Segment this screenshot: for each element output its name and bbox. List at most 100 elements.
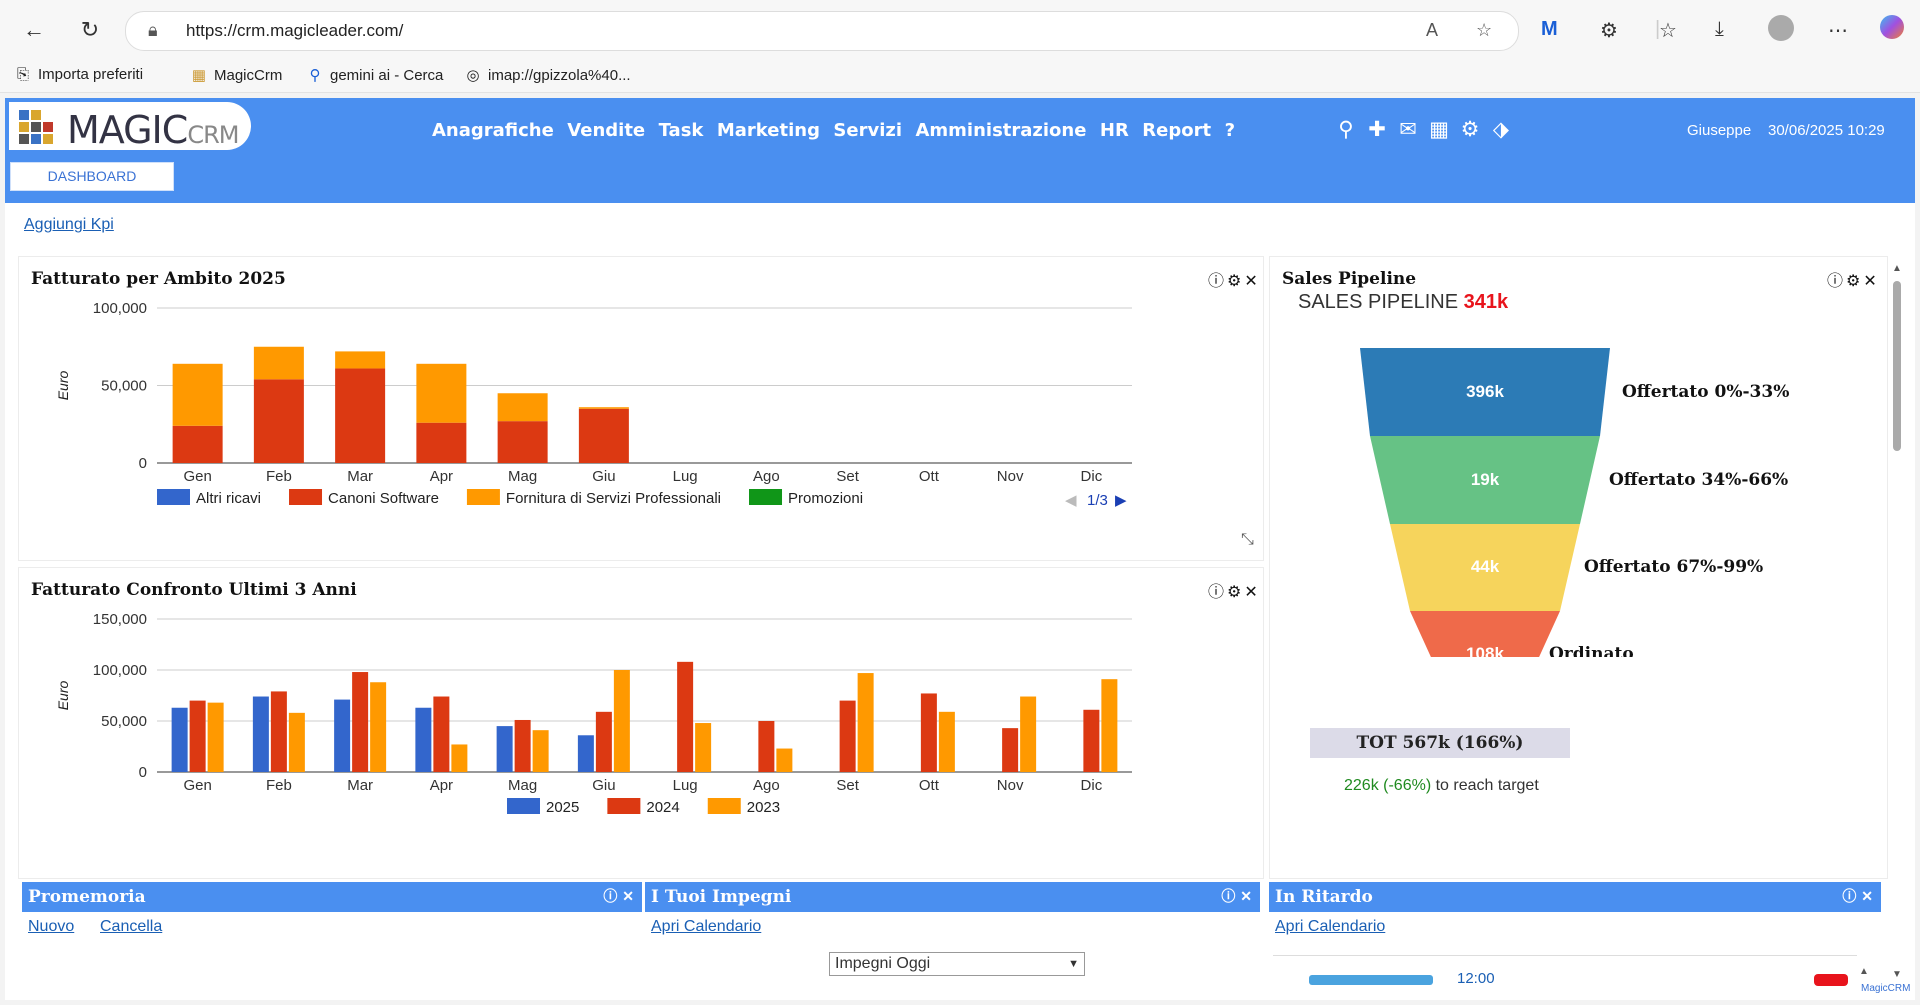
info-icon[interactable]: ⓘ: [1842, 889, 1857, 905]
magic-crm-logo[interactable]: MAGICCRM: [9, 102, 251, 152]
bar: [416, 422, 467, 463]
close-icon[interactable]: ✕: [1244, 273, 1258, 290]
menu-amministrazione[interactable]: Amministrazione: [915, 120, 1087, 141]
calendar-icon[interactable]: ▦: [1429, 118, 1449, 141]
late-item-bar[interactable]: [1309, 975, 1433, 985]
menu-report[interactable]: Report: [1142, 120, 1212, 141]
funnel-stage-4[interactable]: [1410, 611, 1560, 657]
plus-icon[interactable]: ✚: [1368, 118, 1386, 141]
read-aloud-icon[interactable]: A: [1426, 20, 1439, 40]
funnel-stage-2[interactable]: [1370, 436, 1600, 524]
x-tick-label: Mag: [508, 777, 537, 794]
x-tick-label: Lug: [673, 468, 698, 485]
page-scrollbar[interactable]: ▲ ▼: [1888, 263, 1906, 983]
x-tick-label: Giu: [592, 777, 615, 794]
funnel-label-1: Offertato 0%-33%: [1622, 382, 1789, 402]
x-tick-label: Nov: [997, 468, 1024, 485]
menu-hr[interactable]: HR: [1099, 120, 1129, 141]
x-tick-label: Apr: [430, 777, 453, 794]
info-icon[interactable]: ⓘ: [603, 889, 618, 905]
bar: [613, 670, 630, 772]
back-icon[interactable]: ←: [23, 17, 45, 42]
panel-controls: ⓘ ✕: [603, 882, 634, 912]
x-tick-label: Nov: [997, 777, 1024, 794]
close-icon[interactable]: ✕: [1240, 889, 1252, 905]
favorite-importa[interactable]: ⎘ Importa preferiti: [14, 66, 143, 83]
add-kpi-link[interactable]: Aggiungi Kpi: [24, 216, 114, 233]
reload-icon[interactable]: ↻: [80, 17, 100, 42]
download-icon[interactable]: ⤓: [1715, 18, 1724, 40]
close-icon[interactable]: ✕: [622, 889, 634, 905]
favorite-star-icon[interactable]: ☆: [1476, 20, 1493, 40]
funnel-value-3: 44k: [1471, 557, 1500, 576]
extensions-icon[interactable]: ⚙: [1600, 20, 1618, 42]
search-icon[interactable]: ⚲: [1338, 118, 1354, 141]
menu-vendite[interactable]: Vendite: [567, 120, 646, 141]
extension-malwarebytes-icon[interactable]: M: [1541, 18, 1558, 40]
info-icon[interactable]: ⓘ: [1208, 584, 1225, 601]
bar: [677, 661, 694, 772]
select-value: Impegni Oggi: [835, 955, 931, 972]
x-tick-label: Dic: [1081, 468, 1103, 485]
address-bar[interactable]: 🔒︎ https://crm.magicleader.com/ A ☆: [125, 11, 1519, 51]
funnel-stage-3[interactable]: [1390, 524, 1580, 611]
impegni-select[interactable]: Impegni Oggi ▼: [829, 952, 1085, 976]
bar: [920, 693, 937, 772]
bar: [451, 744, 468, 772]
info-icon[interactable]: ⓘ: [1208, 273, 1225, 290]
scroll-down-icon[interactable]: ▼: [1892, 969, 1902, 980]
close-icon[interactable]: ✕: [1244, 584, 1258, 601]
y-axis-label: Euro: [55, 371, 71, 401]
favorite-imap[interactable]: ◎ imap://gpizzola%40...: [464, 66, 630, 84]
menu-servizi[interactable]: Servizi: [833, 120, 903, 141]
gear-icon[interactable]: ⚙: [1227, 273, 1242, 290]
info-icon[interactable]: ⓘ: [1827, 273, 1844, 290]
y-tick-label: 100,000: [93, 300, 147, 317]
tab-dashboard[interactable]: DASHBOARD: [10, 162, 174, 191]
panel-header: Promemoria ⓘ ✕: [22, 882, 642, 912]
gear-icon[interactable]: ⚙: [1846, 273, 1861, 290]
open-calendar-link[interactable]: Apri Calendario: [1275, 918, 1386, 935]
open-calendar-link[interactable]: Apri Calendario: [651, 918, 762, 935]
user-name[interactable]: Giuseppe: [1687, 122, 1752, 139]
menu-help[interactable]: ?: [1224, 120, 1236, 141]
menu-task[interactable]: Task: [658, 120, 704, 141]
bar: [595, 711, 612, 772]
info-icon[interactable]: ⓘ: [1221, 889, 1236, 905]
logo-main: MAGIC: [67, 108, 188, 152]
legend-swatch: [289, 489, 323, 505]
gear-icon[interactable]: ⚙: [1227, 584, 1242, 601]
legend-swatch: [749, 489, 783, 505]
tag-icon[interactable]: ⬗: [1492, 118, 1510, 141]
delete-reminder-link[interactable]: Cancella: [100, 918, 163, 935]
menu-anagrafiche[interactable]: Anagrafiche: [432, 120, 554, 141]
favorites-icon[interactable]: ☆: [1659, 20, 1677, 42]
bar: [1083, 709, 1100, 772]
pipeline-heading-text: SALES PIPELINE: [1298, 291, 1459, 313]
profile-avatar[interactable]: [1768, 15, 1794, 41]
x-tick-label: Dic: [1081, 777, 1103, 794]
close-icon[interactable]: ✕: [1863, 273, 1877, 290]
funnel-stage-1[interactable]: [1360, 348, 1610, 436]
panel-header: In Ritardo ⓘ ✕: [1269, 882, 1881, 912]
pipeline-funnel: 396k 19k 44k 108k Offertato 0%-33% Offer…: [1360, 348, 1789, 657]
scrollbar-thumb[interactable]: [1893, 281, 1901, 451]
mail-icon[interactable]: ✉: [1399, 118, 1417, 141]
copilot-icon[interactable]: [1880, 15, 1904, 39]
close-icon[interactable]: ✕: [1861, 889, 1873, 905]
bar: [370, 682, 387, 772]
resize-icon[interactable]: ⤡: [1241, 531, 1254, 548]
more-icon[interactable]: ⋯: [1828, 20, 1848, 42]
favorite-gemini[interactable]: ⚲ gemini ai - Cerca: [306, 66, 444, 84]
favorite-magiccrm[interactable]: ▦ MagicCrm: [190, 66, 282, 84]
gear-icon[interactable]: ⚙: [1460, 118, 1480, 141]
bar-chart-confronto: 150,000 100,000 50,000 0 Euro Gen Feb Mar Apr Mag…: [55, 611, 1132, 816]
favorites-bar: ⎘ Importa preferiti ▦ MagicCrm ⚲ gemini ai …: [0, 58, 1920, 93]
scroll-up-icon[interactable]: ▲: [1859, 966, 1869, 977]
menu-marketing[interactable]: Marketing: [716, 120, 820, 141]
scroll-up-icon[interactable]: ▲: [1892, 263, 1902, 274]
new-reminder-link[interactable]: Nuovo: [28, 918, 75, 935]
legend-label: 2023: [747, 799, 780, 816]
header-icons: ⚲ ✚ ✉ ▦ ⚙ ⬗: [1335, 117, 1521, 142]
panel-impegni: I Tuoi Impegni ⓘ ✕ Apri Calendario Impegn…: [645, 882, 1260, 1000]
